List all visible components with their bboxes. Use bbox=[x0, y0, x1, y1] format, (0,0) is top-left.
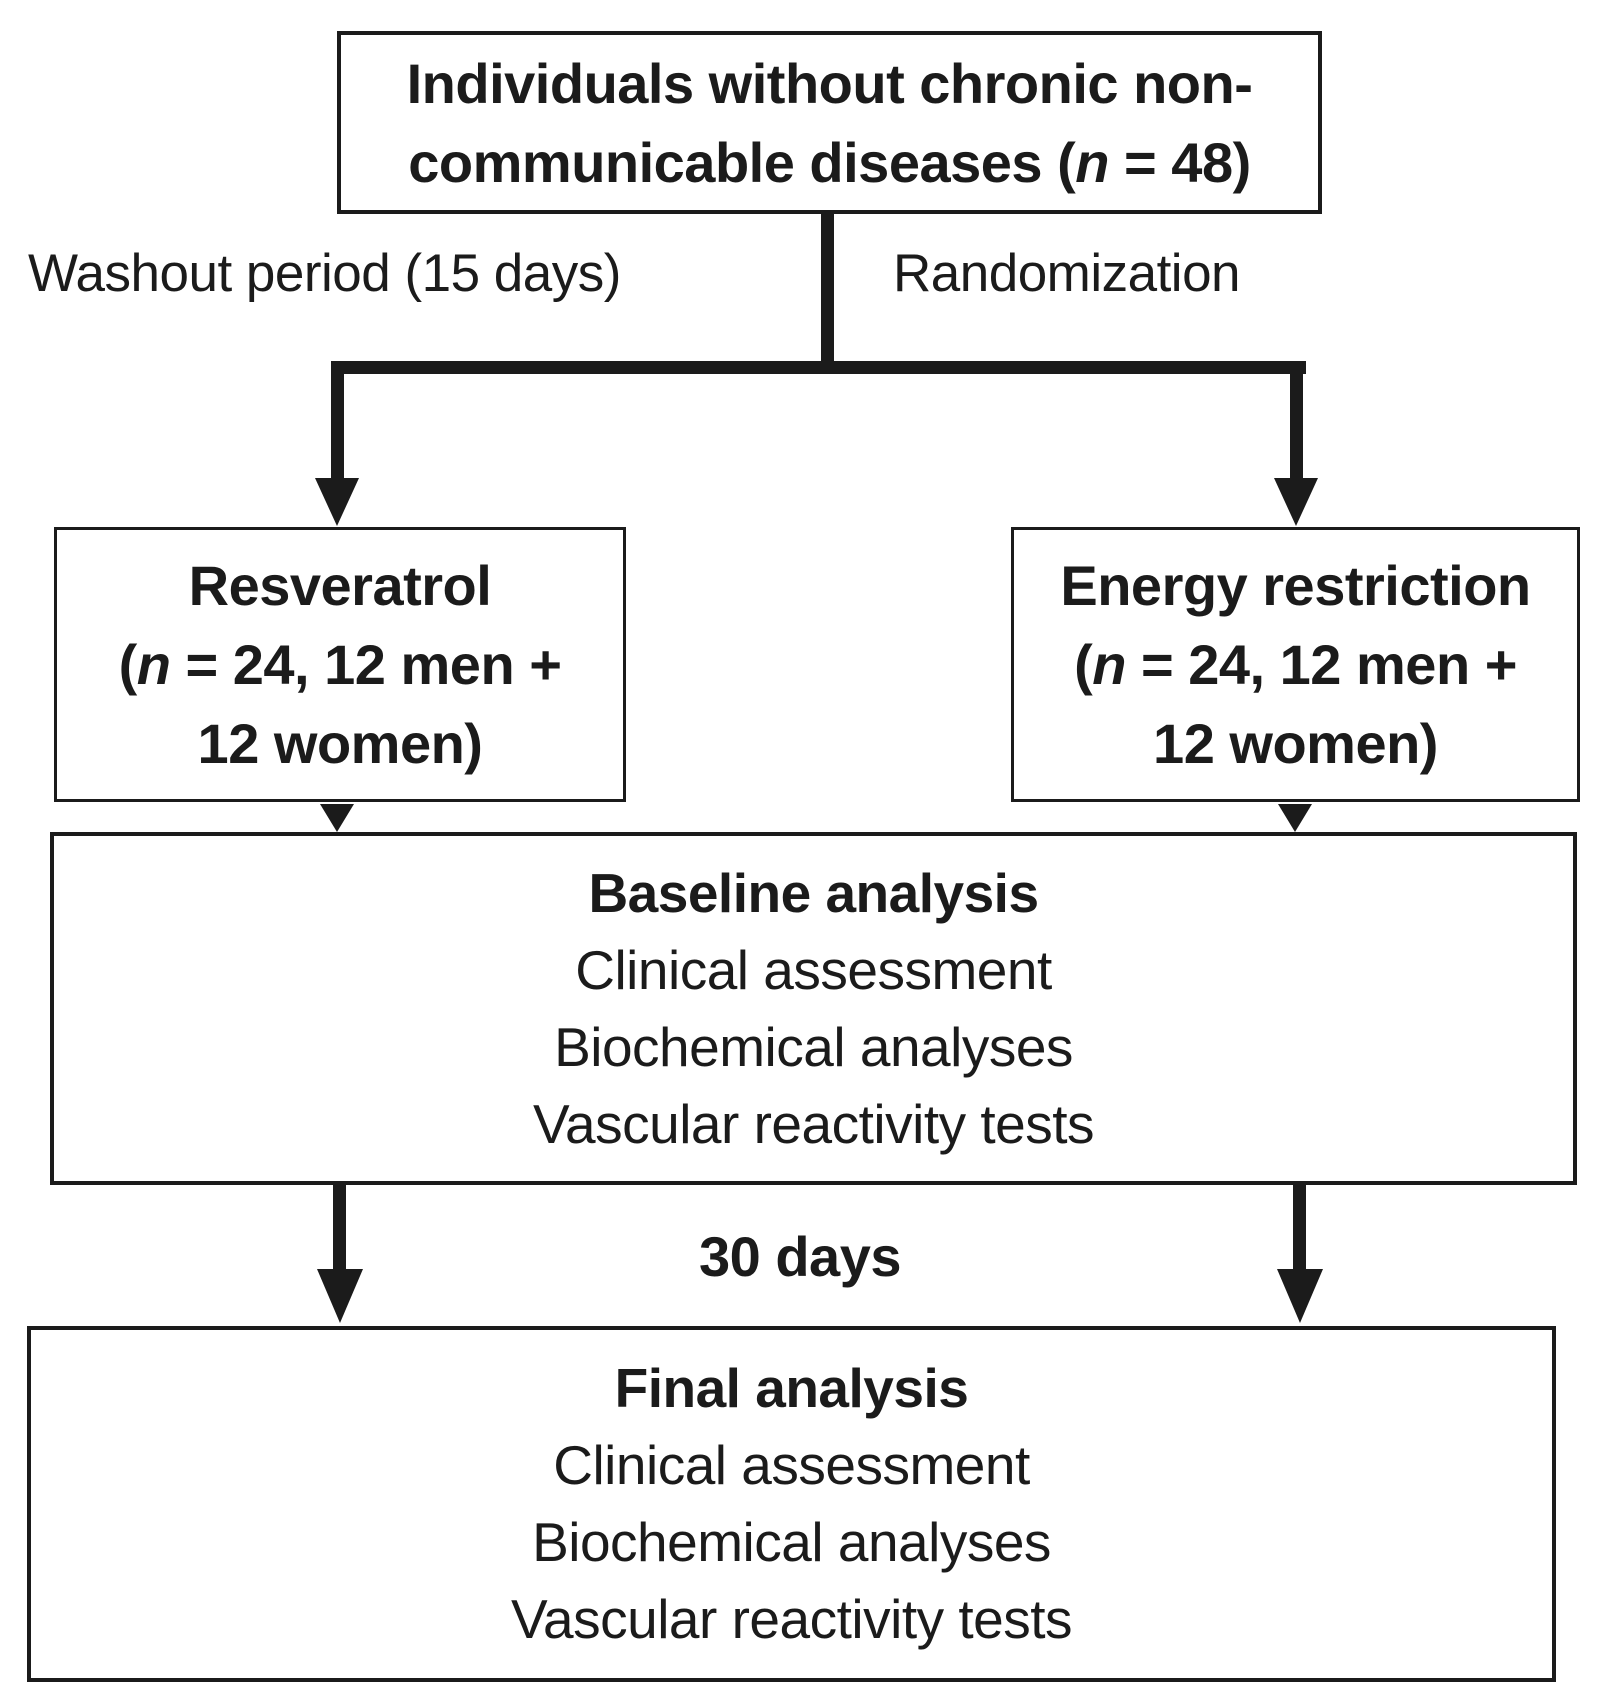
energy-restriction-line2-post: = 24, 12 men + bbox=[1125, 633, 1517, 696]
resveratrol-line2-n: n bbox=[136, 633, 171, 696]
final-item-vascular: Vascular reactivity tests bbox=[510, 1588, 1073, 1650]
stem-connector-line bbox=[821, 212, 834, 364]
baseline-item-biochemical: Biochemical analyses bbox=[554, 1015, 1073, 1078]
baseline-analysis-box: Baseline analysis Clinical assessment Bi… bbox=[50, 832, 1577, 1185]
right-branch-line bbox=[1290, 361, 1303, 480]
resveratrol-title: Resveratrol bbox=[188, 554, 492, 617]
energy-restriction-line2-n: n bbox=[1092, 633, 1126, 696]
interval-30-days-label: 30 days bbox=[699, 1225, 902, 1288]
right-branch-arrow-down-icon bbox=[1274, 478, 1318, 526]
left-connector-arrow-down-icon bbox=[320, 804, 354, 832]
enrollment-line2-n: n bbox=[1075, 130, 1109, 194]
enrollment-line2-pre: communicable diseases ( bbox=[408, 130, 1076, 194]
right-followup-line bbox=[1293, 1185, 1306, 1271]
enrollment-line1: Individuals without chronic non- bbox=[406, 51, 1253, 115]
final-item-clinical: Clinical assessment bbox=[553, 1434, 1030, 1496]
resveratrol-group-box: Resveratrol (n = 24, 12 men + 12 women) bbox=[54, 527, 626, 802]
right-followup-arrow-down-icon bbox=[1277, 1269, 1323, 1323]
resveratrol-line2-post: = 24, 12 men + bbox=[170, 633, 562, 696]
resveratrol-line2: (n = 24, 12 men + bbox=[119, 625, 562, 704]
left-followup-arrow-down-icon bbox=[317, 1269, 363, 1323]
enrollment-line2-post: = 48) bbox=[1108, 130, 1251, 194]
right-connector-arrow-down-icon bbox=[1278, 804, 1312, 832]
enrollment-box: Individuals without chronic non- communi… bbox=[337, 31, 1322, 214]
final-item-biochemical: Biochemical analyses bbox=[532, 1511, 1051, 1573]
final-title: Final analysis bbox=[614, 1357, 969, 1419]
washout-period-label: Washout period (15 days) bbox=[28, 244, 621, 303]
energy-restriction-title: Energy restriction bbox=[1060, 554, 1531, 617]
branch-horizontal-line bbox=[331, 361, 1306, 374]
energy-restriction-line3: 12 women) bbox=[1153, 712, 1438, 775]
left-followup-line bbox=[333, 1185, 346, 1271]
baseline-item-clinical: Clinical assessment bbox=[575, 938, 1052, 1001]
randomization-label: Randomization bbox=[893, 244, 1241, 303]
resveratrol-line2-pre: ( bbox=[118, 633, 138, 696]
baseline-item-vascular: Vascular reactivity tests bbox=[532, 1092, 1095, 1155]
energy-restriction-group-box: Energy restriction (n = 24, 12 men + 12 … bbox=[1011, 527, 1580, 802]
baseline-title: Baseline analysis bbox=[588, 861, 1039, 924]
energy-restriction-line2-pre: ( bbox=[1074, 633, 1093, 696]
energy-restriction-line2: (n = 24, 12 men + bbox=[1074, 625, 1517, 704]
enrollment-line2: communicable diseases (n = 48) bbox=[408, 123, 1251, 202]
final-analysis-box: Final analysis Clinical assessment Bioch… bbox=[27, 1326, 1556, 1682]
resveratrol-line3: 12 women) bbox=[197, 712, 483, 775]
left-branch-line bbox=[331, 361, 344, 480]
left-branch-arrow-down-icon bbox=[315, 478, 359, 526]
